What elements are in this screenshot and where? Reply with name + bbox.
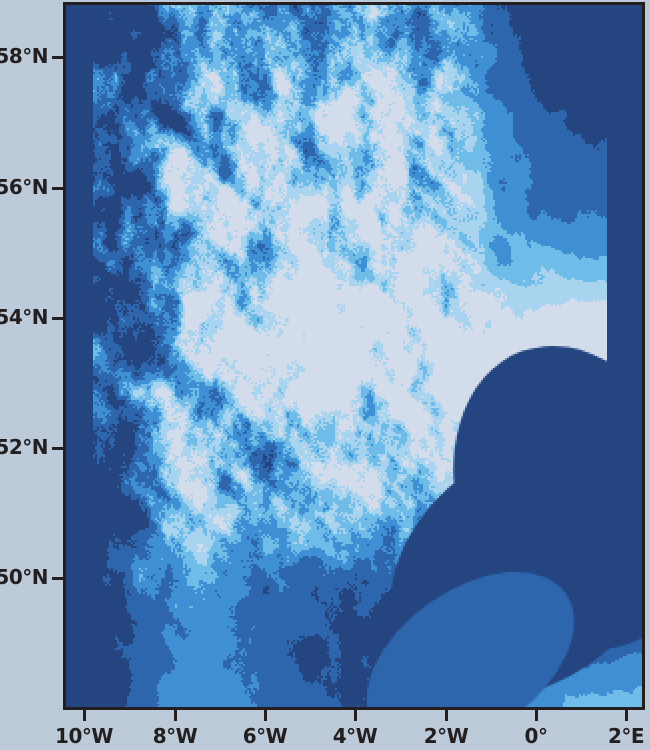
x-tick-mark xyxy=(174,710,177,721)
map-plot-area[interactable] xyxy=(63,2,645,710)
x-tick-mark xyxy=(354,710,357,721)
x-tick-label: 10°W xyxy=(55,724,113,748)
x-tick-mark xyxy=(625,710,628,721)
y-tick-label: 56°N xyxy=(0,175,49,199)
x-tick-label: 2°W xyxy=(423,724,469,748)
x-tick-label: 8°W xyxy=(152,724,198,748)
y-tick-label: 50°N xyxy=(0,565,49,589)
x-tick-label: 0° xyxy=(524,724,548,748)
x-tick-label: 2°E xyxy=(607,724,645,748)
y-tick-label: 54°N xyxy=(0,305,49,329)
x-tick-mark xyxy=(83,710,86,721)
y-tick-label: 52°N xyxy=(0,435,49,459)
y-tick-mark xyxy=(52,187,63,190)
x-tick-mark xyxy=(535,710,538,721)
map-raster xyxy=(66,5,642,707)
y-tick-mark xyxy=(52,56,63,59)
x-tick-mark xyxy=(445,710,448,721)
y-tick-label: 58°N xyxy=(0,44,49,68)
y-tick-mark xyxy=(52,317,63,320)
x-tick-label: 4°W xyxy=(332,724,378,748)
y-tick-mark xyxy=(52,447,63,450)
y-tick-mark xyxy=(52,577,63,580)
x-tick-mark xyxy=(264,710,267,721)
x-tick-label: 6°W xyxy=(242,724,288,748)
